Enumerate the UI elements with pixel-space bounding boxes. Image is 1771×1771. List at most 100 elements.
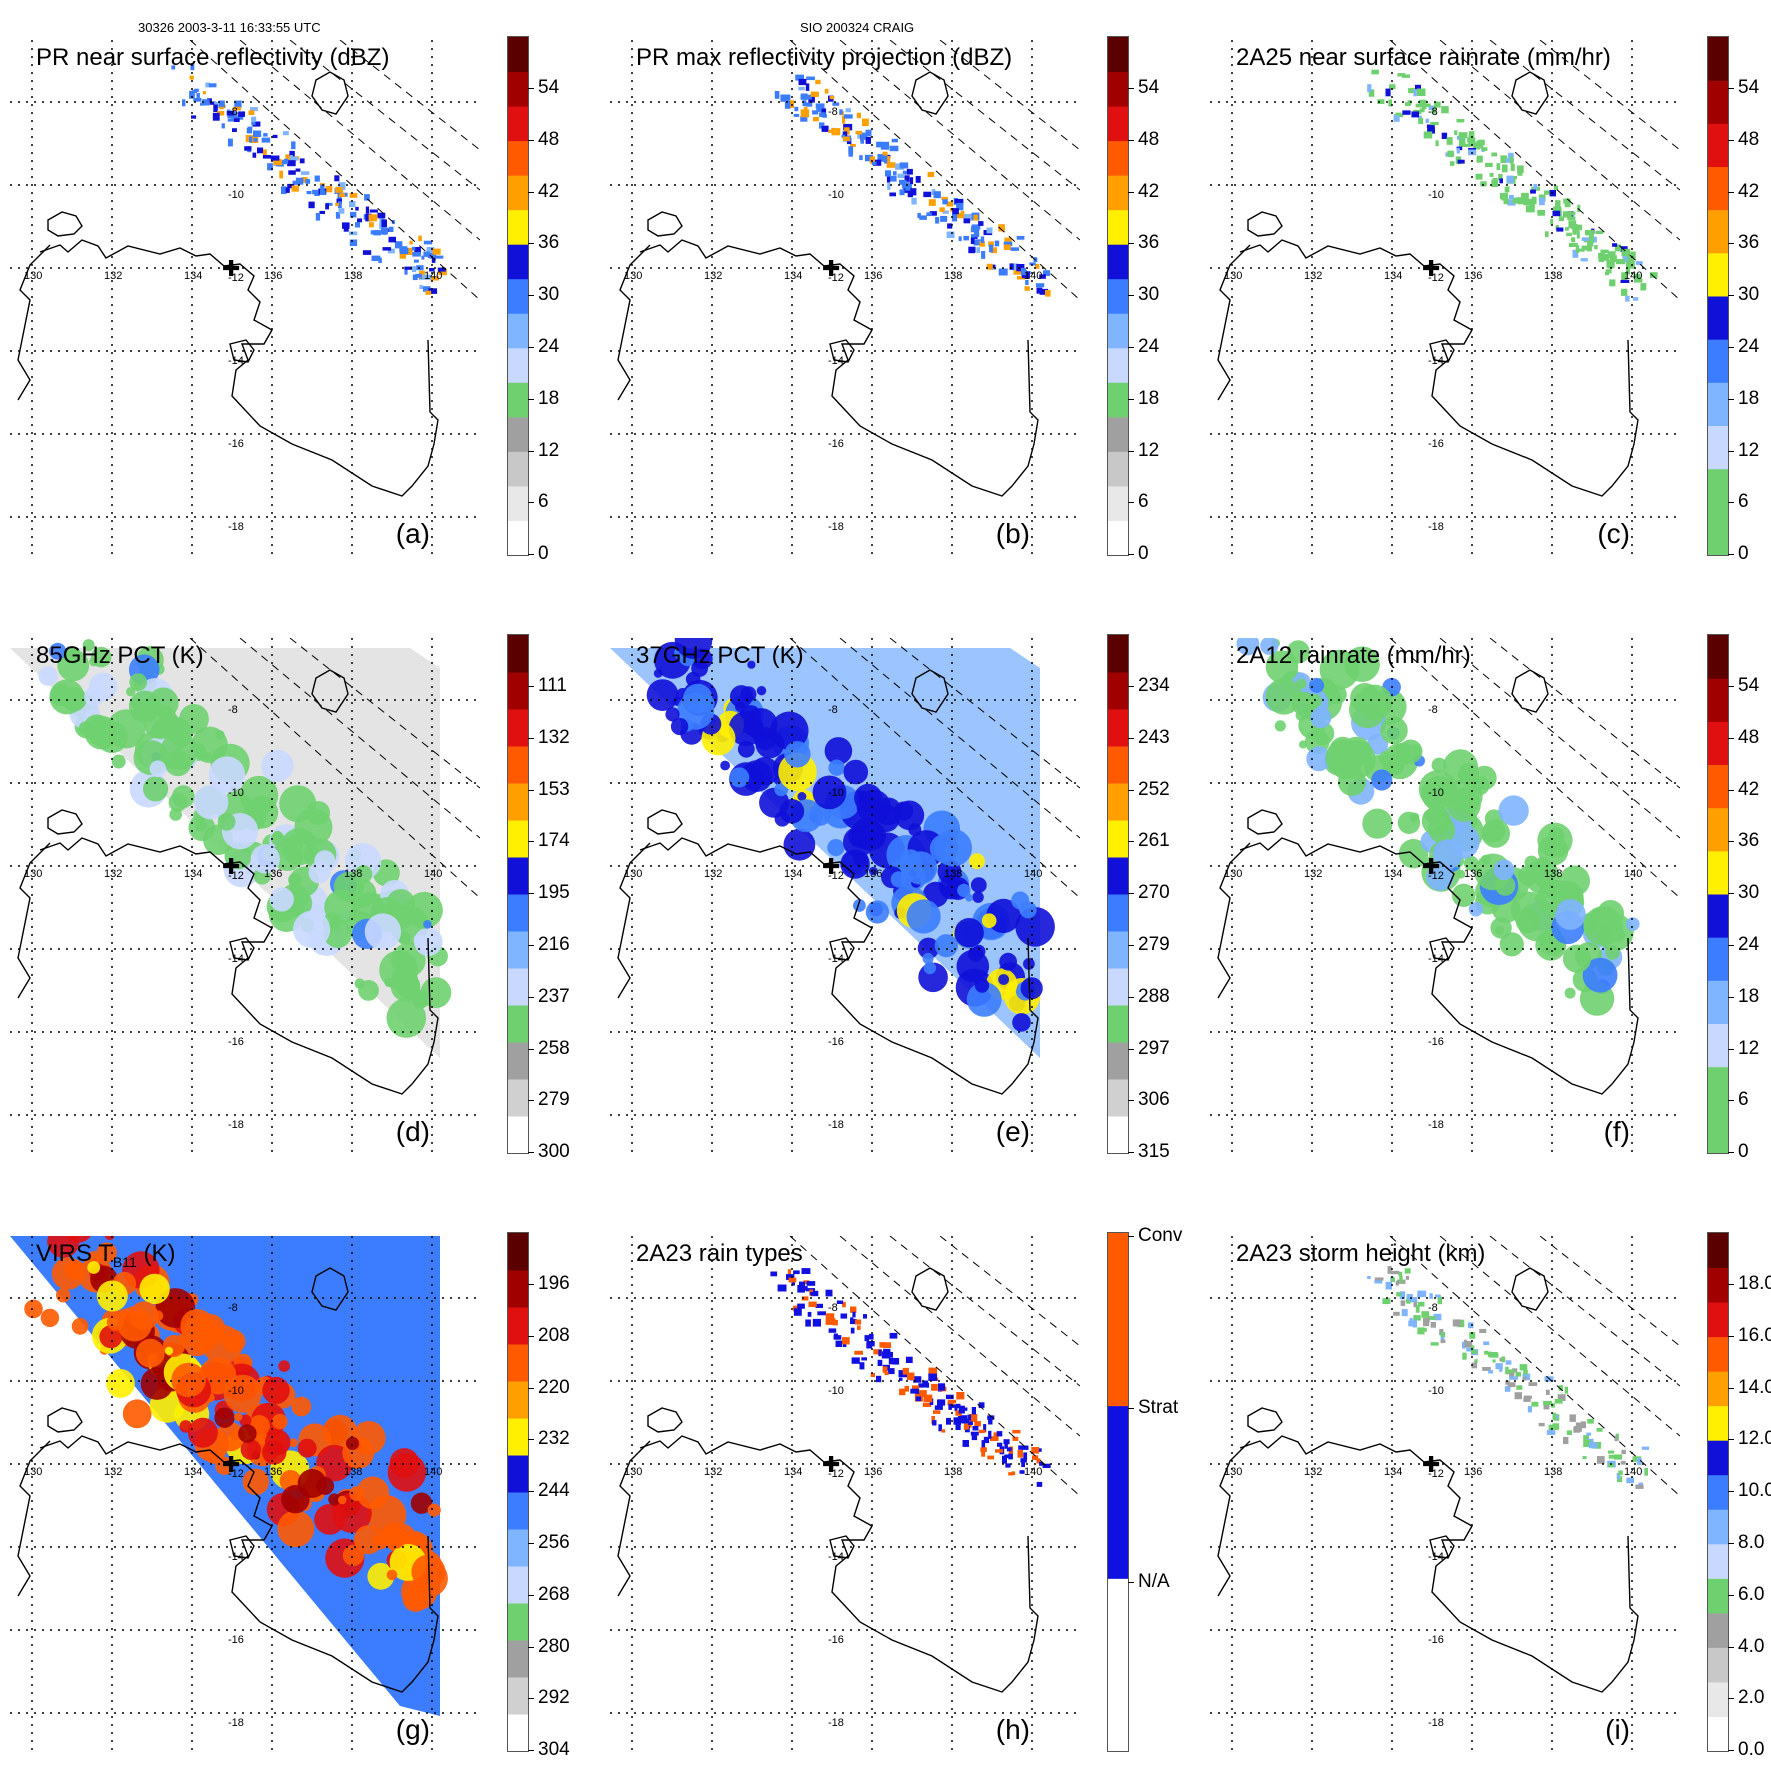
colorbar: [1107, 36, 1129, 556]
data-cell: [802, 100, 807, 107]
data-cell: [787, 1269, 791, 1276]
data-cell: [1533, 183, 1538, 190]
data-cell: [917, 937, 940, 959]
data-cell: [1605, 269, 1612, 274]
data-cell: [253, 138, 258, 142]
coastline: [617, 842, 651, 999]
data-cell: [934, 934, 958, 958]
colorbar-swatch: [1108, 106, 1128, 142]
colorbar-swatch: [508, 37, 528, 73]
data-cell: [915, 176, 921, 183]
data-cell: [1616, 1473, 1620, 1480]
data-cell: [670, 717, 689, 736]
map-area: ✚: [10, 638, 480, 1158]
data-cell: [387, 248, 395, 254]
data-cell: [1468, 902, 1484, 917]
data-cell: [1607, 1463, 1615, 1468]
colorbar-tick: 208: [528, 1324, 570, 1346]
panel-title-text: 2A23 rain types: [636, 1240, 803, 1267]
colorbar-swatch: [508, 968, 528, 1006]
data-cell: [1588, 235, 1594, 243]
colorbar-swatch: [1108, 278, 1128, 314]
data-cell: [821, 125, 828, 130]
data-cell: [1393, 114, 1400, 122]
data-cell: [730, 685, 753, 708]
data-cell: [1024, 286, 1030, 291]
data-cell: [233, 106, 241, 111]
data-cell: [233, 118, 240, 122]
data-cell: [139, 1273, 170, 1305]
data-cell: [954, 198, 964, 204]
data-cell: [1390, 1277, 1395, 1282]
data-cell: [784, 100, 791, 109]
data-cell: [1479, 1328, 1487, 1333]
data-cell: [828, 759, 845, 776]
colorbar-swatch: [1108, 209, 1128, 245]
data-cell: [927, 171, 935, 178]
panel-title: 2A25 near surface rainrate (mm/hr): [1236, 44, 1611, 72]
colorbar-tick: 30: [1727, 284, 1760, 306]
data-cell: [338, 182, 346, 191]
colorbar-tick: 48: [1727, 726, 1760, 748]
data-cell: [978, 221, 984, 226]
data-cell: [353, 1525, 384, 1555]
colorbar-tick: 48: [1727, 128, 1760, 150]
data-cell: [816, 107, 822, 112]
data-cell: [955, 1410, 962, 1416]
data-cell: [365, 206, 370, 214]
coastline: [39, 239, 439, 497]
data-cell: [941, 196, 948, 200]
data-cell: [1504, 1386, 1511, 1392]
data-cell: [995, 1449, 1004, 1453]
coastline: [17, 842, 51, 999]
data-cell: [1554, 1399, 1563, 1404]
data-cell: [881, 1351, 891, 1359]
data-cell: [1604, 254, 1609, 260]
data-cell: [1468, 139, 1474, 147]
data-cell: [246, 128, 252, 134]
data-cell: [1622, 254, 1628, 263]
lat-label: -18: [828, 521, 844, 533]
colorbar-swatch: [1108, 451, 1128, 487]
data-cell: [320, 190, 326, 196]
data-cell: [1377, 99, 1385, 104]
data-cell: [1509, 1372, 1515, 1377]
data-cell: [394, 241, 403, 249]
colorbar-swatch: [1708, 1302, 1728, 1338]
swath-edge-line: [189, 638, 480, 899]
data-cell: [1399, 113, 1404, 118]
colorbar-tick: 195: [528, 882, 570, 904]
data-cell: [429, 253, 437, 259]
data-cell: [910, 188, 917, 196]
colorbar-tick: 42: [1127, 180, 1160, 202]
data-cell: [1552, 210, 1561, 217]
data-cell: [87, 1261, 101, 1274]
data-cell: [367, 1562, 395, 1590]
colorbar-tick: 244: [528, 1480, 570, 1502]
data-cell: [1505, 1380, 1510, 1385]
colorbar-tick: 268: [528, 1583, 570, 1605]
data-cell: [1566, 232, 1572, 237]
data-cell: [240, 1439, 262, 1460]
lon-label: 140: [1624, 270, 1643, 282]
colorbar-swatch: [1708, 1109, 1728, 1153]
colorbar-swatch: [1708, 252, 1728, 297]
data-cell: [1572, 249, 1579, 258]
colorbar-swatch: [1108, 416, 1128, 452]
data-cell: [955, 212, 964, 219]
data-cell: [905, 1356, 913, 1363]
lat-label: -14: [828, 953, 844, 965]
data-cell: [1548, 1424, 1553, 1432]
data-cell: [242, 1468, 269, 1495]
data-cell: [1583, 906, 1623, 946]
data-cell: [797, 792, 807, 801]
colorbar-swatch: [1708, 1405, 1728, 1441]
site-marker-icon: ✚: [822, 257, 840, 282]
swath-edge-line: [1489, 1236, 1680, 1387]
data-cell: [812, 1318, 821, 1327]
colorbar-swatch: [1708, 1474, 1728, 1510]
data-cell: [886, 176, 891, 183]
data-cell: [1374, 1277, 1384, 1281]
data-cell: [850, 1318, 857, 1325]
data-cell: [1429, 1293, 1433, 1299]
